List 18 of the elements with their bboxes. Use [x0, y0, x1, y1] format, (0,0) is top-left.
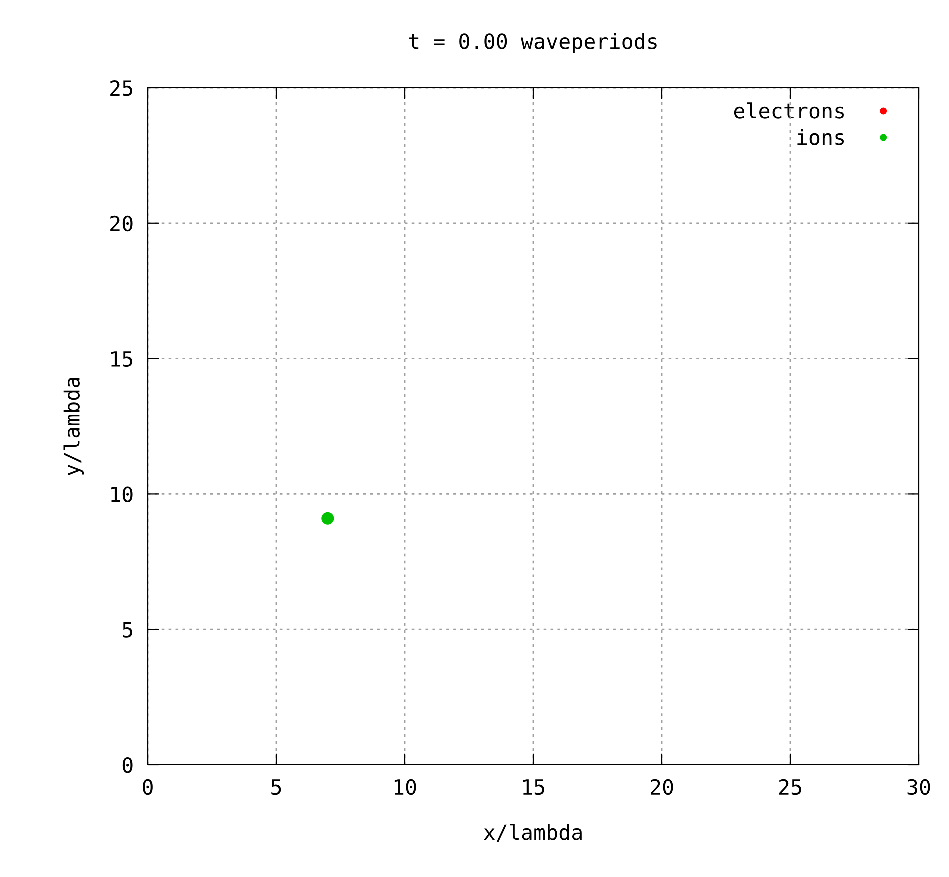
y-tick-label: 20	[110, 216, 133, 232]
y-tick-label: 0	[122, 758, 133, 774]
legend-label: ions	[798, 129, 844, 146]
x-axis-title: x/lambda	[484, 824, 582, 842]
x-tick-label: 20	[651, 779, 674, 796]
y-tick-label: 10	[112, 486, 133, 502]
x-tick-label: 0	[143, 779, 153, 796]
y-tick-label: 15	[112, 352, 132, 368]
x-tick-label: 5	[272, 780, 282, 796]
x-tick-label: 25	[780, 779, 802, 796]
legend-label: electrons	[734, 102, 844, 119]
y-tick-label: 25	[110, 80, 132, 96]
x-tick-label: 15	[523, 780, 544, 796]
chart-title: t = 0.00 waveperiods	[409, 33, 657, 54]
y-tick-label: 5	[123, 622, 132, 638]
y-axis-title: y/lambda	[64, 378, 84, 476]
x-tick-label: 30	[908, 779, 930, 796]
x-tick-label: 10	[394, 779, 416, 796]
